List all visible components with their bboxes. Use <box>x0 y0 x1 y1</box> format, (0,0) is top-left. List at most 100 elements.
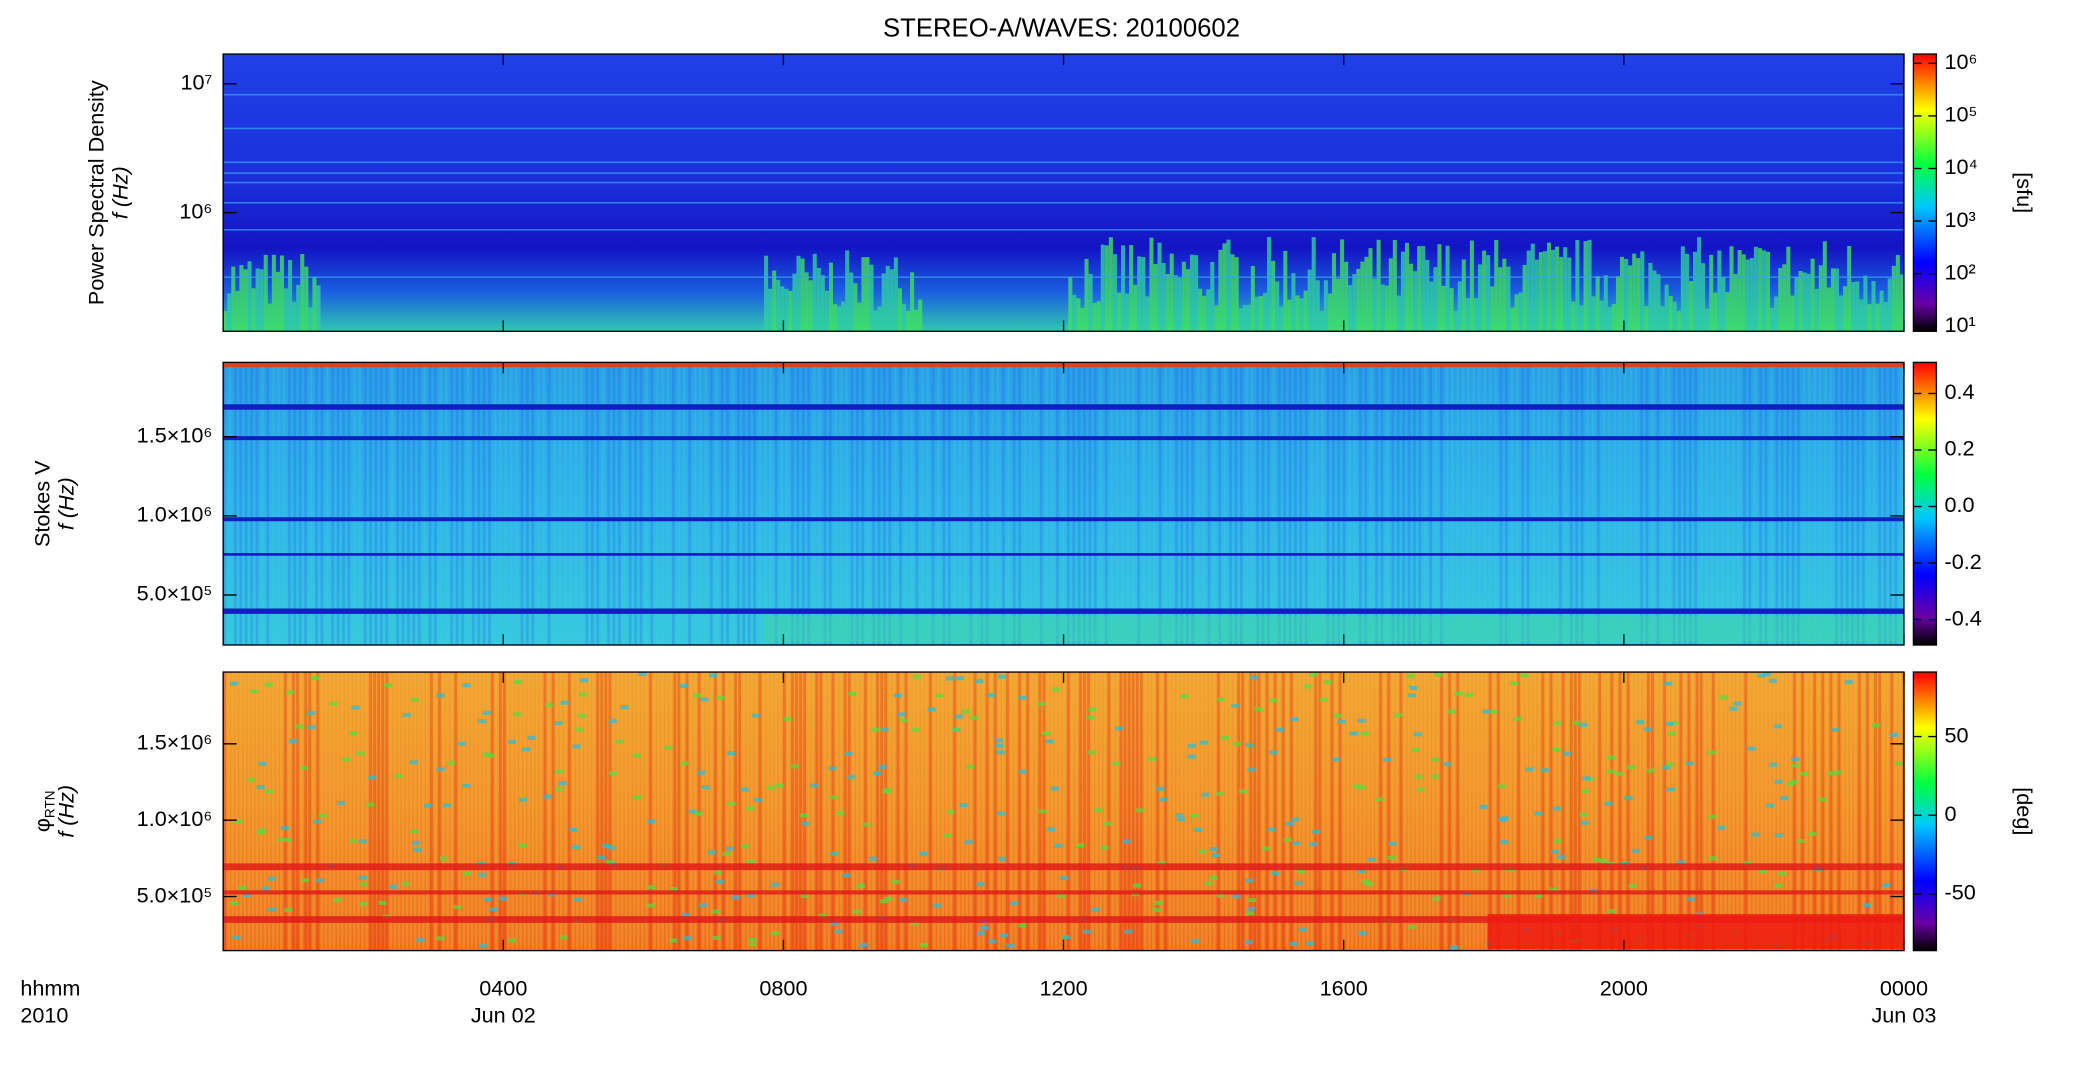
spectrogram-cell <box>655 362 659 645</box>
spectrogram-cell <box>1327 293 1332 332</box>
spectrogram-cell <box>1590 672 1593 951</box>
spectrogram-cell <box>1022 672 1026 951</box>
spectrogram-cell <box>1144 672 1147 951</box>
spectrogram-cell <box>871 727 880 732</box>
spectrogram-cell <box>258 761 267 766</box>
spectrogram-cell <box>981 672 985 951</box>
spectrogram-cell <box>1645 362 1649 645</box>
spectrogram-cell <box>569 827 578 833</box>
spectrogram-cell <box>1304 362 1308 645</box>
spectrogram-cell <box>247 672 251 951</box>
spectrogram-cell <box>1729 246 1734 332</box>
spectrogram-cell <box>1724 672 1727 951</box>
spectrogram-cell <box>293 362 297 645</box>
spectrogram-cell <box>1156 786 1165 791</box>
spectrogram-cell <box>461 362 464 645</box>
spectrogram-cell <box>1402 362 1405 645</box>
spectrogram-cell <box>462 871 471 876</box>
spectrogram-cell <box>1062 672 1066 951</box>
spectrogram-cell <box>1676 310 1681 332</box>
spectrogram-cell <box>1414 774 1423 779</box>
spectrogram-cell <box>722 851 731 856</box>
spectrogram-cell <box>1391 672 1395 951</box>
spectrogram-cell <box>580 672 583 951</box>
spectrogram-cell <box>439 856 448 861</box>
spectrogram-cell <box>1618 362 1622 645</box>
spectrogram-cell <box>750 672 754 951</box>
spectrogram-cell <box>1337 719 1346 725</box>
spectrogram-cell <box>1432 672 1435 951</box>
spectrogram-cell <box>1093 362 1097 645</box>
spectrogram-cell <box>229 681 238 686</box>
spectrogram-cell <box>860 672 863 951</box>
spectrogram-cell <box>1818 265 1823 332</box>
spectrogram-cell <box>645 362 648 645</box>
spectrogram-cell <box>942 362 946 645</box>
spectrogram-cell <box>1486 255 1491 332</box>
spectrogram-cell <box>951 727 960 732</box>
colorbar <box>1912 671 1938 952</box>
spectrogram-cell <box>1578 672 1581 951</box>
spectrogram-cell <box>1261 362 1265 645</box>
spectrogram-cell <box>1582 672 1585 951</box>
spectrogram-cell <box>1644 306 1649 332</box>
spectrogram-cell <box>436 693 445 698</box>
colorbar-tick-label: -0.2 <box>1945 549 1982 574</box>
spectrogram-cell <box>259 672 263 951</box>
spectrogram-cell <box>511 672 514 951</box>
spectrogram-cell <box>1281 672 1285 951</box>
colorbar-tick-label: 0 <box>1945 801 1957 826</box>
spectrogram-cell <box>444 362 448 645</box>
spectrogram-cell <box>1406 674 1415 679</box>
spectrogram-cell <box>1473 297 1478 332</box>
spectrogram-cell <box>1077 362 1081 645</box>
spectrogram-cell <box>1152 672 1155 951</box>
spectrogram-cell <box>1841 672 1845 951</box>
spectrogram-cell <box>1496 672 1500 951</box>
spectrogram-cell <box>348 731 358 736</box>
spectrogram-cell <box>1202 362 1205 645</box>
spectrogram-cell <box>1416 787 1425 792</box>
spectrogram-cell <box>1038 809 1047 814</box>
colorbar-tick-label: 0.2 <box>1945 436 1975 461</box>
spectrogram-cell <box>304 672 307 951</box>
spectrogram-cell <box>680 761 689 766</box>
spectrogram-cell <box>866 362 870 645</box>
spectrogram-cell <box>1309 672 1318 677</box>
spectrogram-cell <box>551 672 555 951</box>
spectrogram-cell <box>1525 767 1534 772</box>
spectrogram-cell <box>239 672 243 951</box>
colorbar-tick-label: 10⁴ <box>1945 154 1978 179</box>
spectrogram-cell <box>261 362 264 645</box>
spectrogram-cell <box>620 672 624 951</box>
spectrogram-cell <box>1126 362 1130 645</box>
spectrogram-cell <box>899 362 902 645</box>
spectrogram-cell <box>283 838 292 843</box>
spectrogram-cell <box>1457 281 1462 332</box>
spectrogram-cell <box>1076 298 1081 332</box>
spectrogram-cell <box>1762 672 1771 677</box>
spectrogram-cell <box>726 672 729 951</box>
spectrogram-cell <box>1537 362 1541 645</box>
spectrogram-cell <box>264 789 274 794</box>
spectrogram-cell <box>1291 817 1300 822</box>
spectrogram-cell <box>1114 726 1123 731</box>
spectrogram-cell <box>489 907 498 912</box>
spectrogram-cell <box>1726 362 1730 645</box>
spectrogram-cell <box>275 672 279 951</box>
spectrogram-cell <box>1181 261 1186 332</box>
spectrogram-cell <box>1789 779 1798 784</box>
spectrogram-cell <box>672 362 675 645</box>
spectrogram-cell <box>313 819 322 824</box>
spectrogram-cell <box>872 672 875 951</box>
spectrogram-cell <box>1070 672 1074 951</box>
spectrogram-cell <box>884 672 888 951</box>
spectrogram-cell <box>1708 856 1717 861</box>
spectrogram-cell <box>997 672 1001 951</box>
spectrogram-cell <box>439 362 443 645</box>
spectrogram-cell <box>911 727 920 732</box>
spectrogram-cell <box>1018 923 1027 928</box>
spectrogram-cell <box>649 672 652 951</box>
spectrogram-cell <box>1201 792 1210 797</box>
spectrogram-cell <box>1866 672 1869 951</box>
